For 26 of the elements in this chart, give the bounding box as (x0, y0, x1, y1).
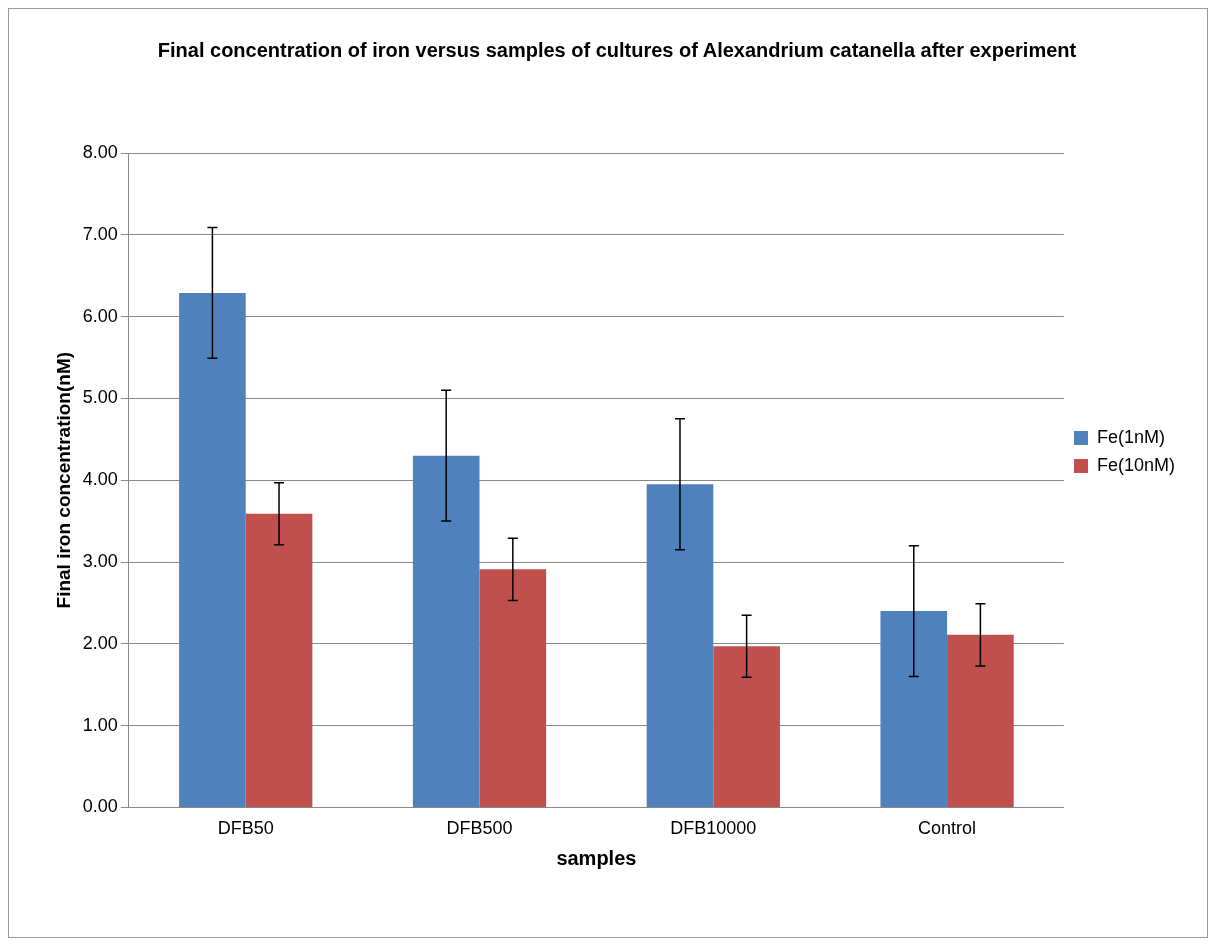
legend-label: Fe(10nM) (1096, 454, 1176, 475)
x-tick-label: Control (918, 818, 977, 839)
bar (880, 611, 948, 807)
y-tick-label: 8.00 (82, 141, 118, 162)
bar (245, 513, 313, 807)
x-tick-label: DFB10000 (670, 818, 757, 839)
y-tick-label: 0.00 (82, 796, 118, 817)
y-axis-title: Final iron concentration(nM) (52, 351, 74, 609)
bar (412, 455, 480, 807)
bar (713, 646, 780, 807)
y-tick-label: 4.00 (82, 469, 118, 490)
legend-label: Fe(1nM) (1096, 426, 1165, 447)
x-tick-label: DFB500 (446, 818, 513, 839)
y-tick-label: 7.00 (82, 223, 118, 244)
y-tick-label: 1.00 (82, 714, 118, 735)
bar (479, 569, 547, 807)
x-axis-title: samples (556, 846, 637, 869)
y-tick-label: 6.00 (82, 305, 118, 326)
x-tick-label: DFB50 (217, 818, 274, 839)
y-tick-label: 5.00 (82, 387, 118, 408)
chart-title: Final concentration of iron versus samples of cultures of Alexandrium catanella after experiment (157, 38, 1077, 61)
y-tick-label: 2.00 (82, 632, 118, 653)
bar (947, 634, 1014, 807)
bar (646, 484, 714, 807)
bar (179, 292, 246, 807)
y-tick-label: 3.00 (82, 550, 118, 571)
